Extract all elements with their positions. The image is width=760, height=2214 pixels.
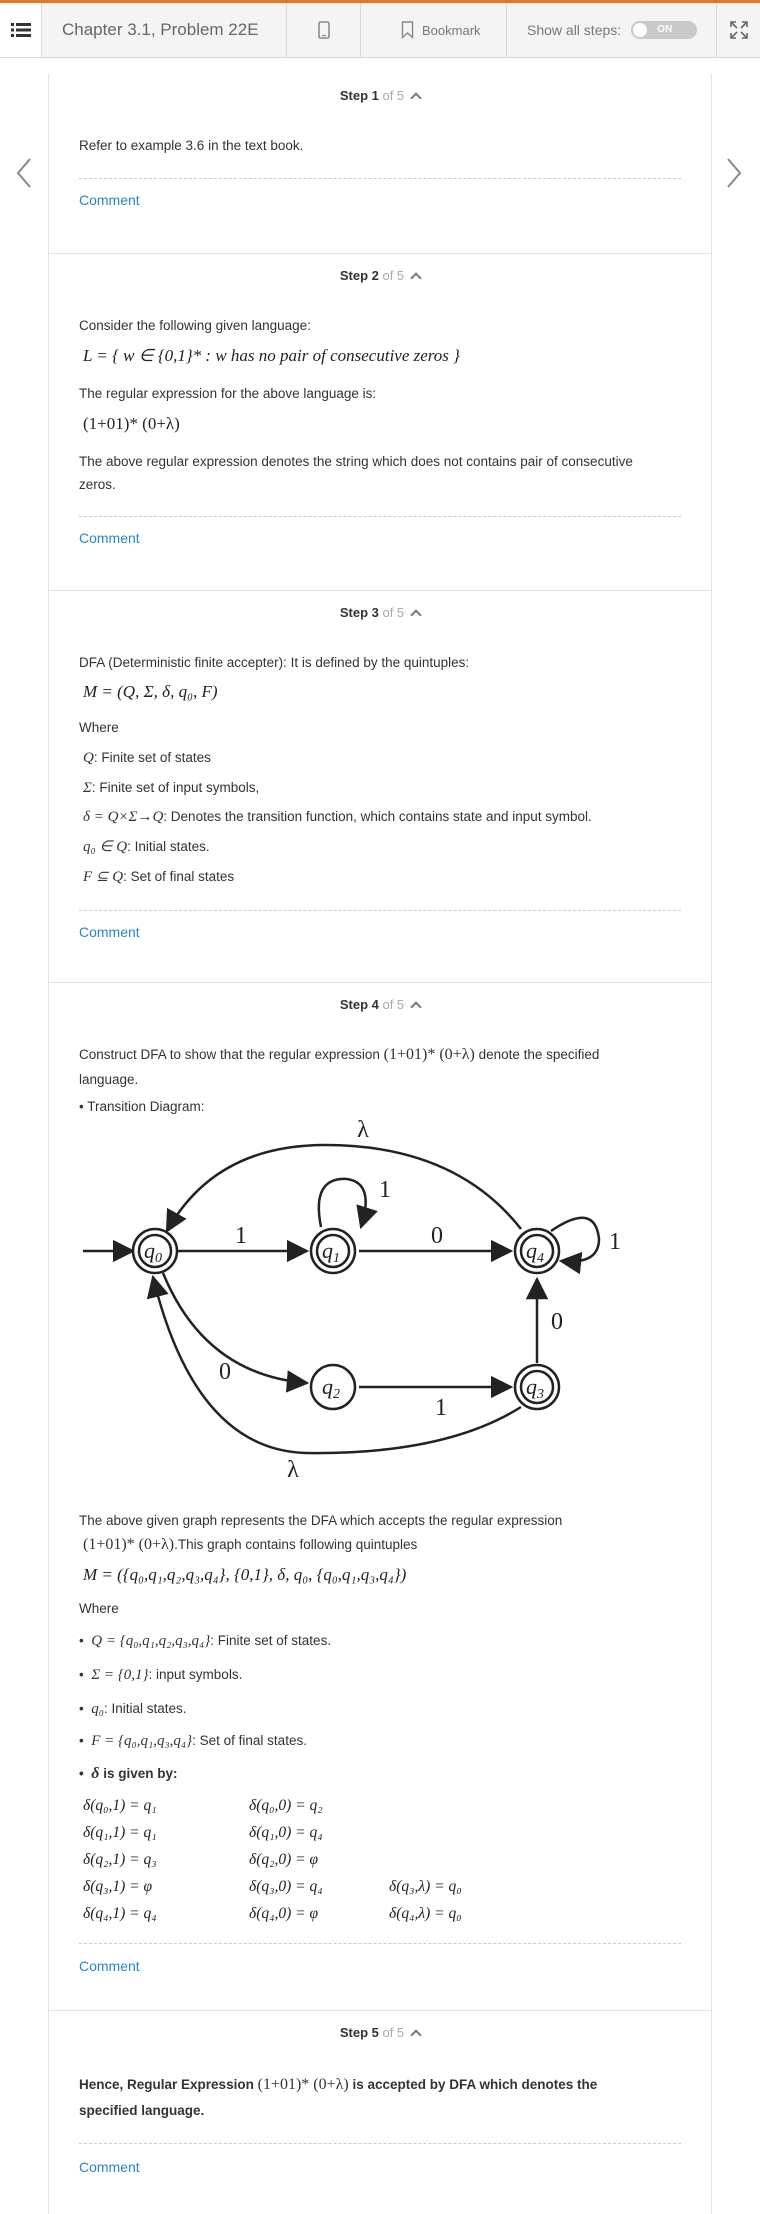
delta-heading: • δ is given by:: [79, 1765, 178, 1782]
comment-link[interactable]: Comment: [79, 924, 140, 940]
chapter-title: Chapter 3.1, Problem 22E: [42, 3, 287, 57]
step-header[interactable]: Step 1 of 5: [49, 88, 711, 104]
bookmark-button[interactable]: Bookmark: [361, 3, 507, 57]
delta-row: δ(q₃,1) = φ δ(q₃,0) = q₄ δ(q₃,λ) = q₀: [83, 1878, 462, 1895]
step-text: Where: [79, 1601, 119, 1616]
divider: [79, 178, 681, 179]
loop-q4: [550, 1216, 601, 1275]
label-q0-q2: 0: [219, 1359, 231, 1385]
divider: [79, 2143, 681, 2144]
definition-item: • q₀: Initial states.: [79, 1701, 187, 1717]
bookmark-label: Bookmark: [422, 22, 481, 38]
step-header[interactable]: Step 5 of 5: [49, 2025, 711, 2041]
step-text: zeros.: [79, 477, 116, 492]
step-text: language.: [79, 1072, 139, 1087]
step-3: Step 3 of 5 DFA (Deterministic finite ac…: [49, 591, 711, 983]
label-q1-q4: 0: [431, 1223, 443, 1249]
comment-link[interactable]: Comment: [79, 530, 140, 546]
transition-diagram: q0 q1 q2 q3 q4 1 0 0 1 0 1 1 λ λ: [83, 1117, 621, 1483]
list-menu-icon: [10, 23, 31, 37]
definition-item: Q: Finite set of states: [83, 750, 211, 766]
menu-button[interactable]: [0, 3, 42, 57]
comment-link[interactable]: Comment: [79, 192, 140, 208]
step-text: Consider the following given language:: [79, 318, 311, 333]
definition-item: q₀ ∈ Q: Initial states.: [83, 839, 210, 855]
show-all-steps-label: Show all steps:: [527, 22, 622, 38]
step-4: Step 4 of 5 Construct DFA to show that t…: [49, 983, 711, 2011]
delta-row: δ(q₂,1) = q₃ δ(q₂,0) = φ: [83, 1851, 319, 1868]
label-lambda-bottom: λ: [287, 1457, 299, 1483]
next-arrow-icon[interactable]: [724, 155, 744, 191]
previous-arrow-icon[interactable]: [14, 155, 34, 191]
toggle-label: ON: [657, 24, 673, 35]
step-text: The above given graph represents the DFA…: [79, 1513, 563, 1528]
comment-link[interactable]: Comment: [79, 2159, 140, 2175]
collapse-chevron-icon[interactable]: [410, 272, 422, 284]
collapse-chevron-icon[interactable]: [410, 92, 422, 104]
step-header[interactable]: Step 4 of 5: [49, 997, 711, 1013]
delta-row: δ(q₄,1) = q₄ δ(q₄,0) = φ δ(q₄,λ) = q₀: [83, 1905, 462, 1922]
step-text: (1+01)* (0+λ).This graph contains follow…: [83, 1536, 418, 1553]
step-2: Step 2 of 5 Consider the following given…: [49, 254, 711, 591]
divider: [79, 910, 681, 911]
conclusion-text: specified language.: [79, 2103, 205, 2118]
regular-expression: (1+01)* (0+λ): [83, 414, 180, 433]
step-text: The above regular expression denotes the…: [79, 454, 633, 469]
definition-item: Σ: Finite set of input symbols,: [83, 780, 260, 796]
comment-link[interactable]: Comment: [79, 1958, 140, 1974]
label-lambda-top: λ: [357, 1117, 369, 1143]
mobile-device-icon: [317, 21, 330, 39]
step-header[interactable]: Step 2 of 5: [49, 268, 711, 284]
language-definition: L = { w ∈ {0,1}* : w has no pair of cons…: [83, 346, 460, 365]
step-1: Step 1 of 5 Refer to example 3.6 in the …: [49, 74, 711, 254]
definition-item: δ = Q×Σ→Q: Denotes the transition functi…: [83, 809, 592, 825]
label-q3-q4: 0: [551, 1309, 563, 1335]
show-all-steps-toggle[interactable]: ON: [631, 21, 698, 39]
toggle-knob: [633, 23, 648, 37]
definition-item: • F = {q₀,q₁,q₃,q₄}: Set of final states…: [79, 1733, 307, 1749]
step-text: Refer to example 3.6 in the text book.: [79, 138, 304, 153]
device-view-button[interactable]: [287, 3, 361, 57]
edge-q3-q0-lambda: [146, 1274, 522, 1455]
divider: [79, 1943, 681, 1944]
step-header[interactable]: Step 3 of 5: [49, 605, 711, 621]
edge-q4-q0-lambda: [165, 1143, 522, 1233]
conclusion-text: Hence, Regular Expression (1+01)* (0+λ) …: [79, 2076, 598, 2093]
expand-icon: [729, 21, 748, 39]
collapse-chevron-icon[interactable]: [410, 609, 422, 621]
collapse-chevron-icon[interactable]: [410, 2029, 422, 2041]
delta-row: δ(q₀,1) = q₁ δ(q₀,0) = q₂: [83, 1797, 323, 1814]
collapse-chevron-icon[interactable]: [410, 1001, 422, 1013]
diagram-label: • Transition Diagram:: [79, 1099, 205, 1114]
edge-q0-q2: [161, 1272, 310, 1393]
delta-row: δ(q₁,1) = q₁ δ(q₁,0) = q₄: [83, 1824, 323, 1841]
dfa-tuple: M = (Q, Σ, δ, q₀, F): [83, 682, 218, 701]
definition-item: • Σ = {0,1}: input symbols.: [79, 1667, 243, 1683]
label-loop-q1: 1: [379, 1177, 391, 1203]
loop-q1: [317, 1177, 378, 1230]
step-text: Construct DFA to show that the regular e…: [79, 1046, 600, 1063]
step-5: Step 5 of 5 Hence, Regular Expression (1…: [49, 2011, 711, 2214]
bookmark-icon: [401, 21, 414, 39]
definition-item: • Q = {q₀,q₁,q₂,q₃,q₄}: Finite set of st…: [79, 1633, 332, 1649]
label-loop-q4: 1: [609, 1229, 621, 1255]
label-q2-q3: 1: [435, 1395, 447, 1421]
expand-button[interactable]: [717, 3, 760, 57]
divider: [79, 516, 681, 517]
definition-item: F ⊆ Q: Set of final states: [83, 869, 235, 885]
label-q0-q1: 1: [235, 1223, 247, 1249]
step-text: Where: [79, 720, 119, 735]
top-toolbar: Chapter 3.1, Problem 22E Bookmark Show a…: [0, 0, 760, 58]
step-text: DFA (Deterministic finite accepter): It …: [79, 655, 470, 670]
step-text: The regular expression for the above lan…: [79, 386, 377, 401]
show-all-steps: Show all steps: ON: [507, 3, 717, 57]
delta-table: δ(q₀,1) = q₁ δ(q₀,0) = q₂ δ(q₁,1) = q₁ δ(q…: [83, 1792, 462, 1927]
solution-content: Step 1 of 5 Refer to example 3.6 in the …: [48, 74, 712, 2214]
dfa-tuple: M = ({q₀,q₁,q₂,q₃,q₄}, {0,1}, δ, q₀, {q₀…: [83, 1565, 407, 1584]
